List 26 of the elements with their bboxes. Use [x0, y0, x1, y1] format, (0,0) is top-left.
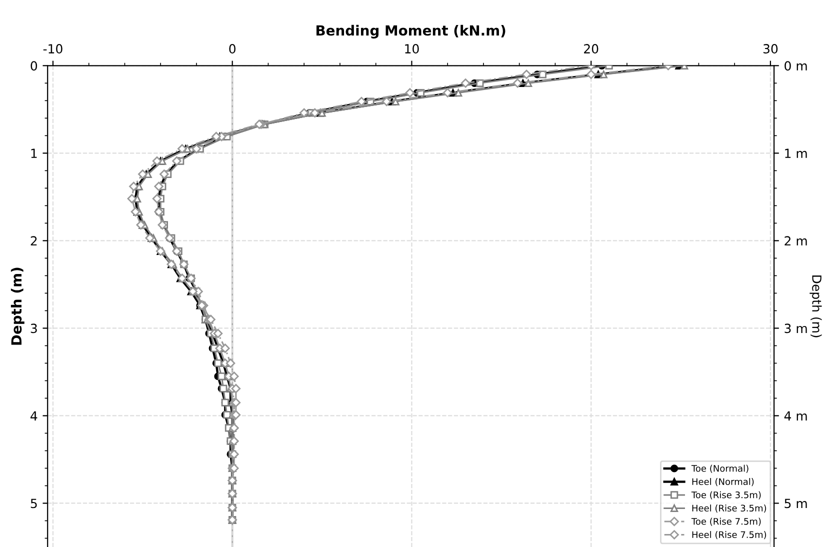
- x-tick-label: -10: [43, 44, 62, 54]
- y-tick-label: 4: [30, 411, 38, 420]
- y2-tick-label: 1 m: [785, 148, 807, 158]
- x-axis-title: Bending Moment (kN.m): [316, 24, 506, 38]
- y2-tick-label: 0 m: [784, 61, 807, 71]
- legend-label: Heel (Rise 3.5m): [692, 504, 766, 513]
- y2-tick-label: 5 m: [784, 498, 807, 508]
- legend-label: Toe (Normal): [691, 464, 748, 473]
- legend-label: Heel (Rise 7.5m): [692, 531, 766, 540]
- y-tick-label: 0: [30, 61, 38, 71]
- legend-label: Toe (Rise 7.5m): [691, 518, 761, 526]
- x-tick-label: 20: [584, 44, 598, 54]
- x-tick-label: 0: [229, 44, 236, 54]
- y-tick-label: 3: [30, 324, 37, 334]
- y2-tick-label: 2 m: [784, 236, 807, 246]
- x-tick-label: 10: [405, 44, 419, 54]
- x-tick-label: 30: [763, 44, 778, 54]
- y-tick-label: 2: [30, 236, 37, 246]
- legend-label: Heel (Normal): [692, 478, 754, 486]
- y-axis-title: Depth (m): [10, 268, 24, 345]
- legend-label: Toe (Rise 3.5m): [691, 491, 761, 500]
- y2-tick-label: 4 m: [784, 411, 807, 420]
- y2-tick-label: 3 m: [784, 324, 807, 334]
- y-tick-label: 5: [30, 498, 37, 508]
- y2-axis-title: Depth (m): [810, 276, 822, 338]
- y-tick-label: 1: [31, 148, 37, 158]
